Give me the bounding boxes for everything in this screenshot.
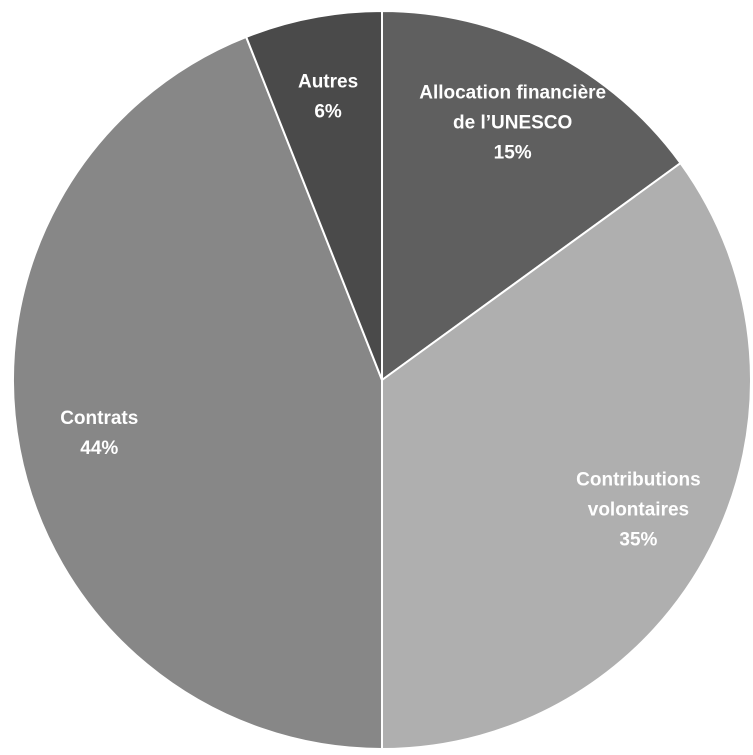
- pie-slice: [12, 35, 383, 751]
- pie-slice: [381, 9, 682, 382]
- slice-label: volontaires: [588, 500, 689, 521]
- value-label: 44%: [80, 438, 118, 459]
- slice-label: Autres: [298, 71, 358, 92]
- value-label: 6%: [314, 101, 342, 122]
- slice-label: Contributions: [576, 470, 701, 491]
- slice-label: Contrats: [60, 408, 138, 429]
- slice-label: de l’UNESCO: [453, 113, 572, 134]
- value-label: 15%: [494, 143, 532, 164]
- slice-label: Allocation financière: [419, 83, 606, 104]
- pie-slice: [244, 9, 383, 381]
- value-label: 35%: [619, 530, 657, 551]
- pie-slice: [381, 161, 752, 751]
